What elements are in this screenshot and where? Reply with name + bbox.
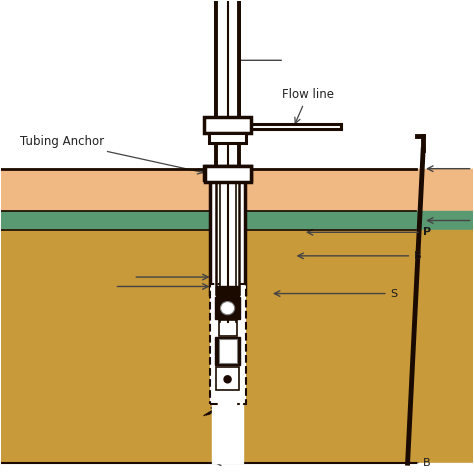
Text: Flow line: Flow line xyxy=(282,88,334,123)
Bar xyxy=(216,1,239,117)
Text: Tubing Anchor: Tubing Anchor xyxy=(20,135,203,174)
Bar xyxy=(204,117,251,133)
Bar xyxy=(212,169,243,463)
Text: S: S xyxy=(390,289,397,299)
Bar xyxy=(219,320,237,336)
Bar xyxy=(219,339,237,363)
Bar xyxy=(205,166,251,182)
Ellipse shape xyxy=(223,375,232,383)
Bar xyxy=(1,169,473,211)
Bar xyxy=(215,337,240,365)
Bar xyxy=(209,133,246,143)
Bar xyxy=(1,211,473,230)
Bar xyxy=(219,1,236,169)
Bar xyxy=(1,463,473,473)
Bar xyxy=(1,1,473,169)
Text: B: B xyxy=(414,251,421,261)
Bar xyxy=(204,166,251,181)
Text: P: P xyxy=(423,228,431,237)
Bar xyxy=(210,284,246,404)
Text: B: B xyxy=(423,458,431,468)
Bar xyxy=(219,169,236,463)
Ellipse shape xyxy=(220,301,235,315)
Bar xyxy=(216,366,239,390)
Bar xyxy=(1,230,473,463)
Bar xyxy=(216,285,239,296)
Bar xyxy=(215,297,240,319)
